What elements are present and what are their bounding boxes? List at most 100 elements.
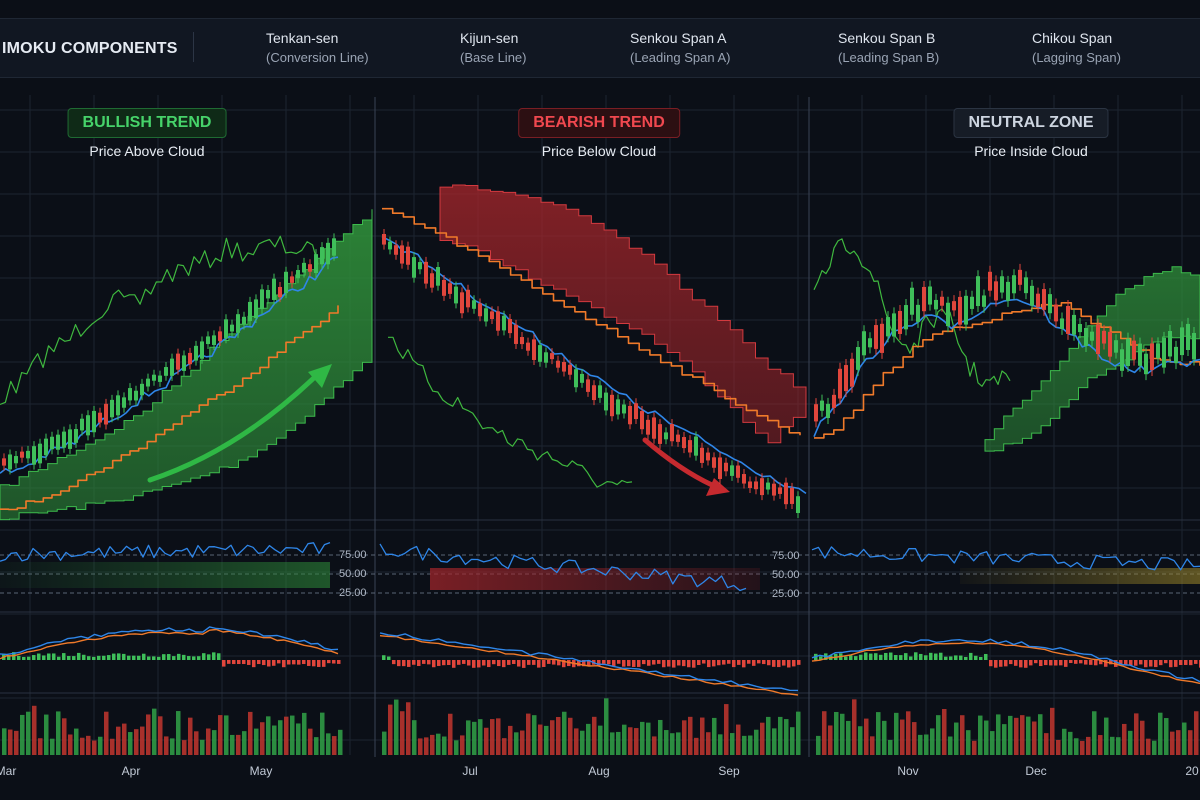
candle-body: [1048, 294, 1052, 314]
candle-body: [206, 336, 210, 345]
volume-bar: [254, 728, 259, 755]
macd-line: [811, 638, 1200, 683]
macd-bar: [1059, 660, 1063, 666]
candle-body: [260, 289, 264, 310]
macd-bar: [1159, 660, 1163, 666]
candle-body: [20, 451, 24, 458]
candle-body: [766, 482, 770, 490]
candle-body: [218, 331, 222, 341]
candle-body: [904, 305, 908, 330]
volume-bar: [1008, 715, 1013, 755]
candle-body: [880, 323, 884, 353]
legend-item-sub: (Lagging Span): [1032, 50, 1121, 65]
macd-bar: [522, 660, 526, 668]
volume-bar: [424, 737, 429, 755]
macd-bar: [762, 660, 766, 665]
macd-bar: [252, 660, 256, 668]
bearish-cloud: [439, 184, 807, 444]
candle-body: [964, 295, 968, 325]
candle-body: [266, 289, 270, 299]
volume-bar: [900, 719, 905, 755]
candle-body: [272, 278, 276, 300]
macd-bar: [722, 660, 726, 665]
volume-bar: [544, 725, 549, 755]
volume-bar: [152, 708, 157, 755]
volume-bar: [538, 724, 543, 755]
macd-bar: [537, 660, 541, 668]
volume-bar: [248, 711, 253, 755]
legend-item-name: Chikou Span: [1032, 30, 1113, 46]
macd-bar: [627, 660, 631, 667]
candle-body: [868, 338, 872, 348]
macd-line: [379, 632, 799, 692]
candle-body: [424, 261, 428, 284]
candle-body: [326, 242, 330, 265]
macd-bar: [687, 660, 691, 668]
volume-bar: [212, 730, 217, 755]
macd-bar: [162, 654, 166, 660]
macd-bar: [612, 660, 616, 667]
candle-body: [796, 496, 800, 514]
volume-bar: [388, 704, 393, 755]
candle-body: [946, 302, 950, 327]
macd-bar: [147, 656, 151, 660]
volume-bar: [1194, 711, 1199, 755]
candle-body: [886, 317, 890, 337]
volume-bar: [828, 725, 833, 755]
macd-bar: [577, 660, 581, 667]
candle-body: [140, 383, 144, 396]
volume-bar: [38, 738, 43, 755]
volume-bar: [682, 720, 687, 755]
macd-bar: [849, 655, 853, 660]
macd-bar: [17, 655, 21, 660]
volume-bar: [1152, 740, 1157, 755]
macd-bar: [542, 660, 546, 667]
volume-bar: [98, 736, 103, 755]
volume-bar: [670, 733, 675, 755]
volume-bar: [718, 734, 723, 755]
macd-bar: [387, 656, 391, 660]
volume-bar: [694, 737, 699, 755]
volume-bar: [1002, 724, 1007, 755]
macd-bar: [432, 660, 436, 668]
volume-bar: [68, 734, 73, 755]
candle-body: [958, 296, 962, 325]
candle-body: [1138, 343, 1142, 366]
volume-bar: [646, 722, 651, 755]
rsi-tick-50-b: 50.00: [772, 569, 800, 581]
volume-bar: [20, 714, 25, 755]
candle-body: [844, 365, 848, 392]
volume-bar: [972, 740, 977, 755]
macd-bar: [42, 655, 46, 660]
volume-bar: [56, 711, 61, 755]
macd-bar: [884, 652, 888, 660]
volume-bar: [1140, 720, 1145, 755]
volume-bar: [242, 731, 247, 755]
volume-bar: [580, 730, 585, 755]
macd-bar: [1029, 660, 1033, 666]
volume-bar: [592, 716, 597, 755]
macd-bar: [297, 660, 301, 665]
macd-bar: [1154, 660, 1158, 668]
volume-bar: [1176, 730, 1181, 755]
macd-bar: [247, 660, 251, 665]
volume-bar: [430, 734, 435, 755]
macd-bar: [1194, 660, 1198, 664]
macd-bar: [292, 660, 296, 665]
macd-bar: [1054, 660, 1058, 666]
macd-bar: [137, 655, 141, 660]
candle-body: [212, 335, 216, 345]
candle-body: [514, 324, 518, 344]
volume-bar: [1056, 739, 1061, 755]
macd-bar: [1179, 660, 1183, 666]
candle-body: [592, 385, 596, 401]
candle-body: [158, 375, 162, 382]
volume-bar: [634, 728, 639, 755]
volume-bar: [128, 732, 133, 755]
volume-bar: [948, 736, 953, 755]
volume-bar: [412, 720, 417, 755]
bullish-arrow: [147, 369, 323, 483]
volume-bar: [26, 711, 31, 755]
candle-body: [1126, 338, 1130, 367]
macd-bar: [677, 660, 681, 666]
